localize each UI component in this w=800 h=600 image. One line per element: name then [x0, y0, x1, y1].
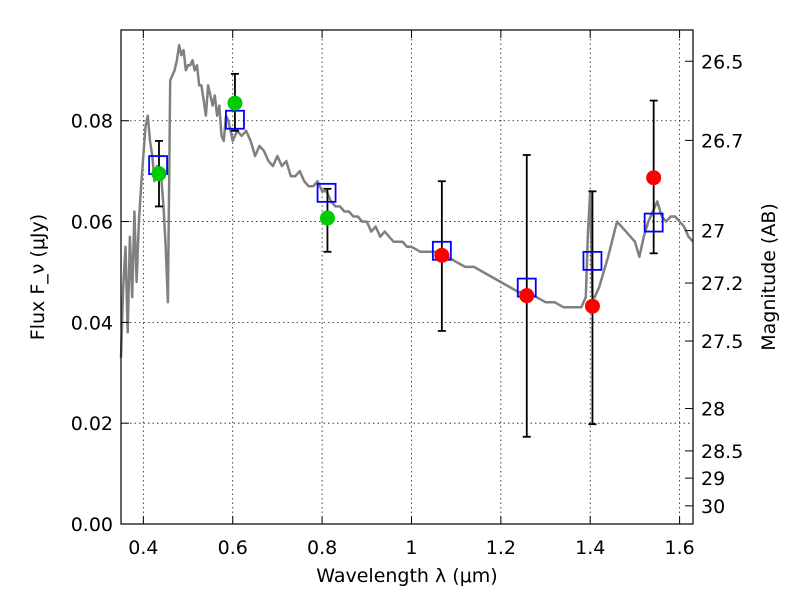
model-photometry-square [225, 109, 245, 130]
model-sed-line [119, 43, 694, 358]
x-tick-label: 0.6 [218, 537, 248, 559]
grid [121, 30, 693, 524]
model-photometry-square [316, 182, 337, 203]
x-tick-label: 1.2 [486, 537, 516, 559]
right-tick-label: 27.2 [701, 273, 743, 295]
observed-point [227, 95, 243, 111]
x-tick-label: 1.4 [575, 537, 605, 559]
y-tick-label: 0.06 [71, 212, 113, 234]
x-tick-label: 1.6 [664, 537, 694, 559]
y-axis-label: Flux F_ν (μJy) [27, 214, 49, 340]
y-tick-label: 0.02 [71, 413, 113, 435]
x-tick-label: 0.4 [128, 537, 158, 559]
right-tick-label: 26.7 [701, 130, 743, 152]
model-sed-layer [119, 43, 694, 358]
observed-point [519, 288, 535, 304]
right-axis-label: Magnitude (AB) [758, 203, 780, 351]
right-tick-label: 27.5 [701, 331, 743, 353]
x-tick-label: 0.8 [307, 537, 337, 559]
x-axis-label: Wavelength λ (μm) [316, 565, 497, 587]
y-tick-label: 0.00 [71, 514, 113, 536]
right-tick-label: 30 [701, 496, 725, 518]
observed-point [319, 210, 335, 226]
model-photometry-square [643, 212, 664, 233]
right-tick-label: 27 [701, 221, 725, 243]
right-tick-label: 26.5 [701, 51, 743, 73]
observed-point [646, 170, 662, 186]
ticks-layer: 0.4 0.6 0.8 1 1.2 1.4 1.6 0.00 0.02 0.04 0.06 0.08 2… [71, 30, 743, 559]
right-tick-label: 28 [701, 399, 725, 421]
model-photometry-square [582, 250, 603, 271]
right-tick-label: 28.5 [701, 441, 743, 463]
model-photometry-layer [148, 109, 664, 298]
observed-points-layer [151, 95, 662, 314]
observed-point [584, 298, 600, 314]
plot-frame [120, 29, 694, 525]
y-tick-label: 0.04 [71, 312, 113, 334]
observed-point [434, 247, 450, 263]
observed-point [151, 166, 167, 182]
x-tick-label: 1 [405, 537, 417, 559]
y-tick-label: 0.08 [71, 111, 113, 133]
right-tick-label: 29 [701, 468, 725, 490]
